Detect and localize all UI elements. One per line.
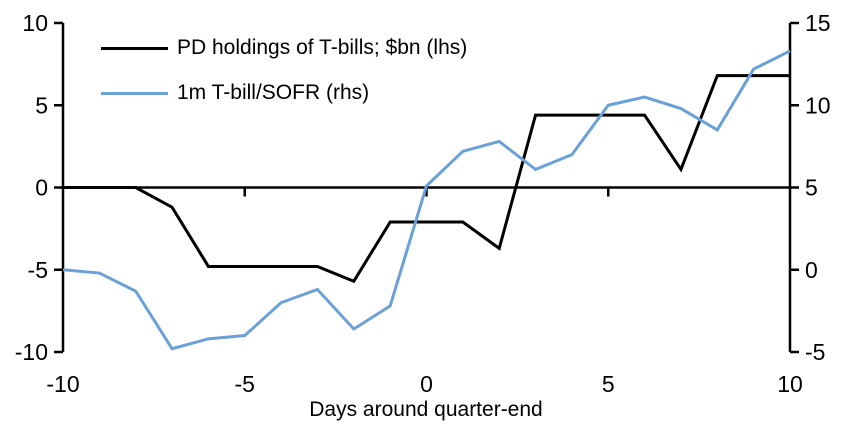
- legend-label-pd-holdings: PD holdings of T-bills; $bn (lhs): [177, 36, 468, 59]
- right-axis-tick-label: 15: [805, 10, 831, 36]
- left-axis-tick-label: 0: [35, 175, 48, 201]
- x-axis-tick-label: 0: [420, 371, 433, 397]
- x-axis-title: Days around quarter-end: [309, 398, 543, 421]
- legend-item-sofr: 1m T-bill/SOFR (rhs): [101, 81, 467, 105]
- pd-holdings-line-swatch: [101, 46, 168, 50]
- legend-item-pd-holdings: PD holdings of T-bills; $bn (lhs): [101, 36, 467, 60]
- legend: PD holdings of T-bills; $bn (lhs) 1m T-b…: [101, 36, 467, 105]
- x-axis-tick-label: 5: [602, 371, 615, 397]
- right-axis-tick-label: 10: [805, 92, 831, 118]
- left-axis-tick-label: 10: [22, 10, 48, 36]
- series-lines: [62, 49, 791, 351]
- x-axis-tick-label: 10: [777, 371, 803, 397]
- left-axis-tick-label: -5: [28, 257, 48, 283]
- sofr-line-swatch: [101, 91, 168, 95]
- left-axis-tick-label: 5: [35, 92, 48, 118]
- tick-labels: 10 5 0 -5 -10 15 10 5 0 -5 -10 -5 0 5 10: [15, 10, 831, 397]
- right-axis-tick-label: 5: [805, 175, 818, 201]
- left-axis-tick-label: -10: [15, 339, 48, 365]
- series-line-0: [63, 74, 790, 284]
- legend-label-sofr: 1m T-bill/SOFR (rhs): [177, 81, 370, 104]
- series-line-1: [62, 49, 791, 351]
- x-axis-tick-label: -5: [235, 371, 255, 397]
- right-axis-tick-label: 0: [805, 257, 818, 283]
- right-axis-tick-label: -5: [805, 339, 825, 365]
- x-axis-tick-label: -10: [46, 371, 79, 397]
